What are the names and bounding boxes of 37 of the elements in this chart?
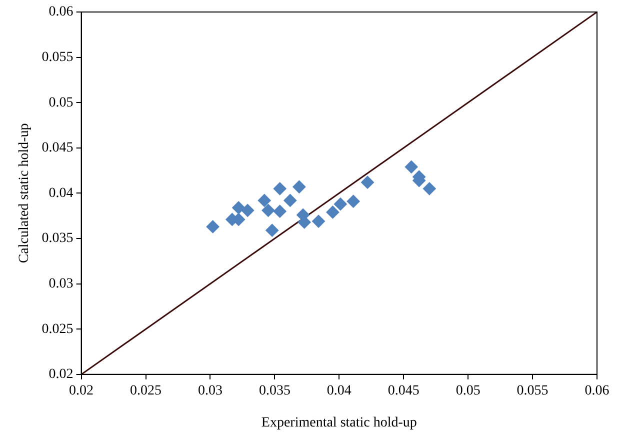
point <box>266 224 279 237</box>
y-tick-label: 0.03 <box>48 276 74 292</box>
point <box>312 214 326 228</box>
point <box>334 198 347 211</box>
point <box>273 182 286 196</box>
x-tick-label: 0.02 <box>69 383 94 398</box>
x-tick-label: 0.035 <box>258 383 290 398</box>
x-axis-title: Experimental static hold-up <box>261 415 417 430</box>
y-tick-label: 0.045 <box>42 140 74 156</box>
point <box>258 194 271 207</box>
point <box>262 204 275 217</box>
x-tick-label: 0.045 <box>388 383 420 398</box>
x-tick-label: 0.05 <box>456 383 480 398</box>
y-tick-label: 0.05 <box>48 95 74 110</box>
x-tick-label: 0.055 <box>516 383 548 398</box>
y-tick-label: 0.04 <box>48 186 74 201</box>
y-tick-label: 0.06 <box>48 4 74 20</box>
y-axis-title: Calculated static hold-up <box>17 123 32 264</box>
x-tick-label: 0.025 <box>130 383 162 398</box>
point <box>273 204 286 218</box>
y-tick-label: 0.055 <box>42 50 74 65</box>
point <box>232 201 246 214</box>
y-tick-label: 0.025 <box>42 322 74 337</box>
point <box>206 220 220 234</box>
point <box>346 194 360 208</box>
y-tick-label: 0.035 <box>42 231 74 246</box>
point <box>241 204 254 217</box>
y-tick-label: 0.02 <box>48 367 74 382</box>
point <box>422 182 436 196</box>
point <box>404 160 418 174</box>
x-tick-label: 0.03 <box>198 383 222 398</box>
point <box>361 176 374 189</box>
x-tick-label: 0.06 <box>584 383 610 398</box>
x-tick-label: 0.04 <box>326 383 352 398</box>
point <box>326 206 340 219</box>
point <box>292 180 306 194</box>
point <box>284 194 297 207</box>
